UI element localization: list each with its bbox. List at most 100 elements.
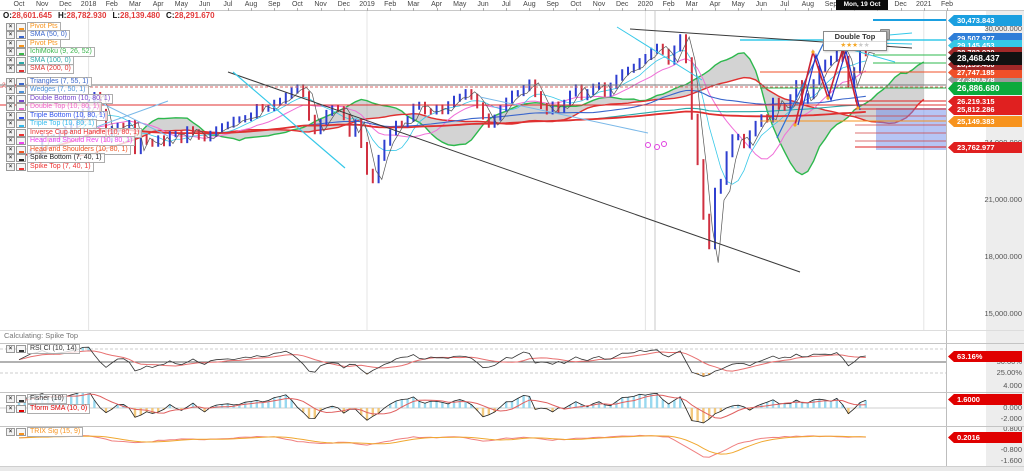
remove-indicator-button[interactable]: × [6,154,15,162]
remove-indicator-button[interactable]: × [6,162,15,171]
axis-tick [297,8,299,11]
pattern-tooltip-title: Double Top [824,32,886,42]
remove-indicator-button[interactable]: × [6,39,15,48]
line-style-swatch[interactable] [16,39,26,48]
legend-item[interactable]: × Fisher (10) [6,393,67,404]
panel-divider [0,330,1024,331]
indicator-label[interactable]: RSI CI (10, 14) [27,343,80,354]
line-style-swatch[interactable] [16,56,26,65]
axis-tick [900,8,902,11]
month-label: Nov [592,1,606,8]
high-value: 28,782.930 [66,11,107,20]
indicator-label[interactable]: TRIX Sig (15, 9) [27,426,84,437]
month-label: Aug [523,1,536,8]
axis-tick [111,8,113,11]
axis-grid-label: 4.000 [1003,381,1022,390]
panel-divider [0,343,1024,344]
month-label: Mar [685,1,698,8]
indicator-label[interactable]: Tform SMA (10, 0) [27,403,91,414]
line-style-swatch[interactable] [16,77,26,86]
axis-tick [436,8,438,11]
close-value: 28,291.670 [174,11,215,20]
axis-tick [158,8,160,11]
line-style-swatch[interactable] [16,103,26,111]
remove-indicator-button[interactable]: × [6,137,15,145]
axis-tick [691,8,693,11]
remove-indicator-button[interactable]: × [6,120,15,128]
legend-item[interactable]: × Spike Top (7, 40, 1) [6,161,94,172]
remove-indicator-button[interactable]: × [6,404,15,413]
legend-item[interactable]: × RSI CI (10, 14) [6,343,80,354]
month-label: Dec [615,1,629,8]
line-style-swatch[interactable] [16,48,26,56]
line-style-swatch[interactable] [16,137,26,145]
indicator-label[interactable]: Spike Top (7, 40, 1) [27,161,94,172]
line-style-swatch[interactable] [16,86,26,94]
remove-indicator-button[interactable]: × [6,56,15,65]
month-label: Dec [337,1,351,8]
remove-indicator-button[interactable]: × [6,77,15,86]
panel-divider [0,426,1024,427]
month-label: Apr [431,1,443,8]
line-style-swatch[interactable] [16,94,26,103]
star-icon: ★ [840,42,847,49]
legend-item[interactable]: × Triangles (7, 55, 1) [6,76,92,87]
axis-tick [645,8,647,11]
month-label: Jul [501,1,511,8]
remove-indicator-button[interactable]: × [6,48,15,56]
axis-tick [552,8,554,11]
axis-grid-label: 25.00% [996,368,1022,377]
ohlc-readout: O:28,601.645 H:28,782.930 L:28,139.480 C:28… [3,11,215,20]
remove-indicator-button[interactable]: × [6,31,15,39]
legend-item[interactable]: × SMA (200, 0) [6,64,74,74]
line-style-swatch[interactable] [16,344,26,353]
indicator-label[interactable]: SMA (200, 0) [27,64,74,74]
remove-indicator-button[interactable]: × [6,94,15,103]
month-label: Aug [244,1,258,8]
axis-grid-label: 0.000 [1003,403,1022,412]
line-style-swatch[interactable] [16,154,26,162]
axis-tick [483,8,484,11]
horizontal-scrollbar[interactable] [0,466,1024,471]
remove-indicator-button[interactable]: × [6,65,15,73]
line-style-swatch[interactable] [16,65,26,73]
price-tag: 26,886.680 [948,82,1022,95]
line-style-swatch[interactable] [16,120,26,128]
month-label: Jun [198,1,211,8]
low-label: L: [112,11,120,20]
legend-item[interactable]: × Pivot Pts [6,38,61,49]
line-style-swatch[interactable] [16,31,26,39]
axis-tick [88,8,90,11]
remove-indicator-button[interactable]: × [6,86,15,94]
legend-item[interactable]: × TRIX Sig (15, 9) [6,426,84,437]
remove-indicator-button[interactable]: × [6,111,15,120]
line-style-swatch[interactable] [16,128,26,137]
axis-tick [784,8,786,11]
remove-indicator-button[interactable]: × [6,145,15,154]
axis-grid-label: -2.000 [1000,414,1022,423]
axis-tick [135,8,136,11]
line-style-swatch[interactable] [16,404,26,413]
line-style-swatch[interactable] [16,111,26,120]
remove-indicator-button[interactable]: × [6,128,15,137]
legend-item[interactable]: × Tform SMA (10, 0) [6,403,91,414]
line-style-swatch[interactable] [16,427,26,436]
line-style-swatch[interactable] [16,145,26,154]
time-axis[interactable]: Oct Nov Dec 2018 Feb Mar Apr May Jun Jul… [0,0,1024,11]
remove-indicator-button[interactable]: × [6,103,15,111]
axis-tick [947,8,948,11]
remove-indicator-button[interactable]: × [6,394,15,403]
axis-grid-label: 21,000.000 [984,195,1022,204]
remove-indicator-button[interactable]: × [6,344,15,353]
remove-indicator-button[interactable]: × [6,427,15,436]
remove-indicator-button[interactable]: × [6,22,15,31]
month-label: Oct [13,1,25,8]
line-style-swatch[interactable] [16,394,26,403]
indicator-label[interactable]: Fisher (10) [27,393,67,404]
line-style-swatch[interactable] [16,162,26,171]
axis-grid-label: 30,000.000 [984,24,1022,33]
line-style-swatch[interactable] [16,22,26,31]
month-label: May [174,1,188,8]
month-label: 2019 [359,1,375,8]
